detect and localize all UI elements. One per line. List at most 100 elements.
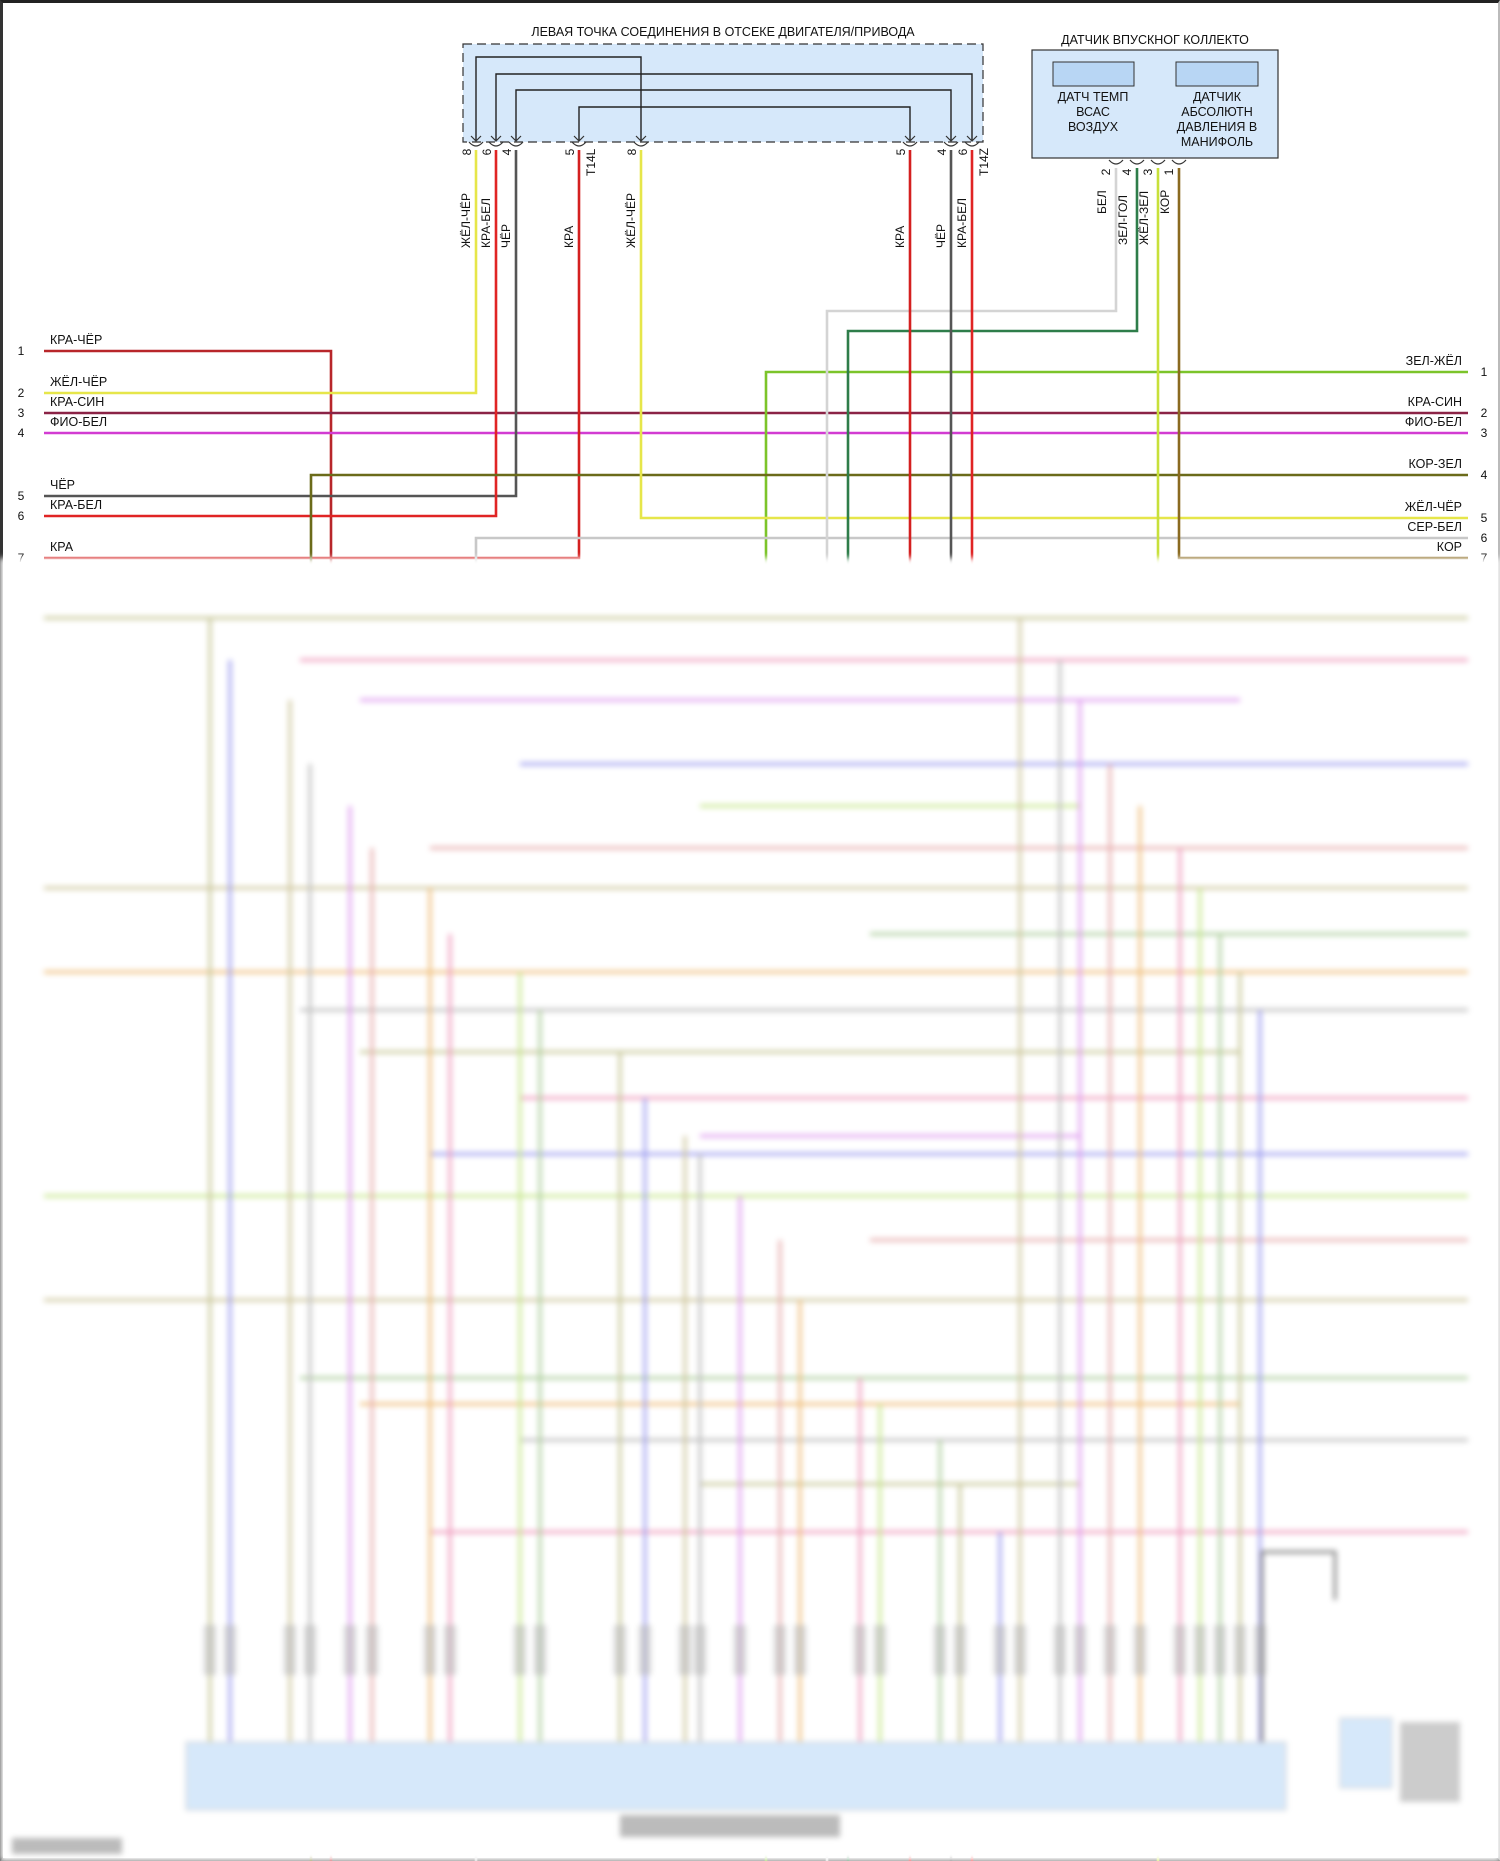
internal-link-6: [495, 73, 973, 140]
pin-number: 5: [563, 148, 577, 155]
pin-number: 8: [460, 148, 474, 155]
blurred-pin-label: [614, 1625, 626, 1675]
right-wire-label: КОР: [1437, 540, 1462, 554]
sensor-wire-label: БЕЛ: [1095, 190, 1109, 214]
left-wire-label: КРА: [50, 540, 74, 554]
map-sensor-label: ДАТЧИК АБСОЛЮТН ДАВЛЕНИЯ В МАНИФОЛЬ: [1177, 90, 1257, 149]
iat-sensor-element: [1052, 61, 1135, 87]
left-wire-number: 2: [18, 386, 25, 400]
internal-link-4: [515, 89, 952, 140]
blurred-pin-label: [284, 1625, 296, 1675]
sensor-pin-number: 4: [1120, 168, 1134, 175]
pin-wire-label: КРА-БЕЛ: [479, 198, 493, 248]
arrow-icon: [635, 135, 647, 142]
sensor-wire-label: КОР: [1158, 190, 1172, 214]
pin-number: 4: [500, 148, 514, 155]
blurred-pin-label: [994, 1625, 1006, 1675]
blurred-pin-label: [854, 1625, 866, 1675]
left-wire-label: ЧЁР: [50, 478, 75, 492]
wire-zhel-cher: [44, 150, 478, 395]
sensor-wire-label: ЗЕЛ-ГОЛ: [1116, 195, 1130, 245]
relay-box: [1339, 1717, 1393, 1789]
left-wire-number: 3: [18, 406, 25, 420]
pin-socket-icon: [633, 141, 649, 147]
internal-link-5: [578, 106, 911, 140]
right-wire-number: 1: [1481, 365, 1488, 379]
sensor-pin-number: 1: [1162, 168, 1176, 175]
svg-text:ДАТЧИК: ДАТЧИК: [1193, 90, 1242, 104]
blurred-pin-label: [694, 1625, 706, 1675]
left-connector-title: ЛЕВАЯ ТОЧКА СОЕДИНЕНИЯ В ОТСЕКЕ ДВИГАТЕЛ…: [531, 25, 915, 39]
arrow-icon: [490, 135, 502, 142]
pin-socket-icon: [1129, 159, 1145, 165]
blurred-pin-label: [444, 1625, 456, 1675]
left-wire-label: ЖЁЛ-ЧЁР: [50, 375, 107, 389]
svg-text:ДАВЛЕНИЯ В: ДАВЛЕНИЯ В: [1177, 120, 1257, 134]
blur-backdrop: [0, 558, 1500, 1861]
blurred-pin-label: [954, 1625, 966, 1675]
arrow-icon: [470, 135, 482, 142]
blurred-diagram-area: [0, 558, 1500, 1861]
blurred-pin-label: [204, 1625, 216, 1675]
pin-wire-label: КРА: [562, 226, 576, 248]
arrow-icon: [945, 135, 957, 142]
blurred-pin-label: [1054, 1625, 1066, 1675]
blurred-pin-label: [1254, 1625, 1266, 1675]
blurred-pin-label: [514, 1625, 526, 1675]
sensor-pin-number: 3: [1141, 168, 1155, 175]
blurred-pin-label: [874, 1625, 886, 1675]
pin-socket-icon: [902, 141, 918, 147]
pin-wire-label: КРА-БЕЛ: [955, 198, 969, 248]
sensor-wire-label: ЖЁЛ-ЗЕЛ: [1137, 191, 1151, 245]
arrow-icon: [904, 135, 916, 142]
watermark: [12, 1838, 122, 1854]
right-wire-label: ФИО-БЕЛ: [1405, 415, 1462, 429]
blurred-wire: [1260, 1550, 1337, 1742]
wire-kra-bel: [44, 150, 498, 518]
ecu-box: [185, 1741, 1287, 1811]
pin-number: 6: [480, 148, 494, 155]
blurred-pin-label: [366, 1625, 378, 1675]
pin-number: 8: [625, 148, 639, 155]
blurred-pin-label: [1194, 1625, 1206, 1675]
pin-socket-icon: [468, 141, 484, 147]
left-wire-label: КРА-СИН: [50, 395, 104, 409]
pin-socket-icon: [1171, 159, 1187, 165]
right-wire-number: 6: [1481, 531, 1488, 545]
right-wire-label: СЕР-БЕЛ: [1407, 520, 1462, 534]
pin-wire-label: ЖЁЛ-ЧЁР: [459, 193, 473, 248]
blurred-pin-label: [424, 1625, 436, 1675]
left-wire-number: 6: [18, 509, 25, 523]
pin-socket-icon: [571, 141, 587, 147]
internal-link-8: [475, 56, 642, 140]
left-wire-label: КРА-ЧЁР: [50, 333, 102, 347]
pin-number: 4: [935, 148, 949, 155]
blurred-pin-label: [639, 1625, 651, 1675]
left-connector-box: [462, 43, 984, 143]
pin-socket-icon: [488, 141, 504, 147]
svg-text:ВСАС: ВСАС: [1076, 105, 1110, 119]
sensor-title: ДАТЧИК ВПУСКНОГ КОЛЛЕКТО: [1061, 33, 1249, 47]
connector-id-right: T14Z: [977, 148, 991, 176]
blurred-pin-label: [774, 1625, 786, 1675]
wire-zhel-cher: [639, 150, 1468, 520]
blurred-pin-label: [1104, 1625, 1116, 1675]
map-sensor-element: [1175, 61, 1259, 87]
blurred-pin-label: [794, 1625, 806, 1675]
blurred-pin-label: [1134, 1625, 1146, 1675]
blurred-pin-label: [1234, 1625, 1246, 1675]
blurred-pin-label: [1074, 1625, 1086, 1675]
left-wire-number: 4: [18, 426, 25, 440]
iat-sensor-label: ДАТЧ ТЕМП ВСАС ВОЗДУХ: [1058, 90, 1129, 134]
blurred-pin-label: [1174, 1625, 1186, 1675]
connector-id-left: T14L: [584, 148, 598, 176]
relay-label: [1400, 1722, 1460, 1802]
svg-text:АБСОЛЮТН: АБСОЛЮТН: [1181, 105, 1253, 119]
blurred-pin-label: [934, 1625, 946, 1675]
sensor-pin-number: 2: [1099, 168, 1113, 175]
svg-text:ВОЗДУХ: ВОЗДУХ: [1068, 120, 1119, 134]
right-wire-number: 5: [1481, 511, 1488, 525]
pin-wire-label: КРА: [893, 226, 907, 248]
right-wire-label: КОР-ЗЕЛ: [1409, 457, 1462, 471]
